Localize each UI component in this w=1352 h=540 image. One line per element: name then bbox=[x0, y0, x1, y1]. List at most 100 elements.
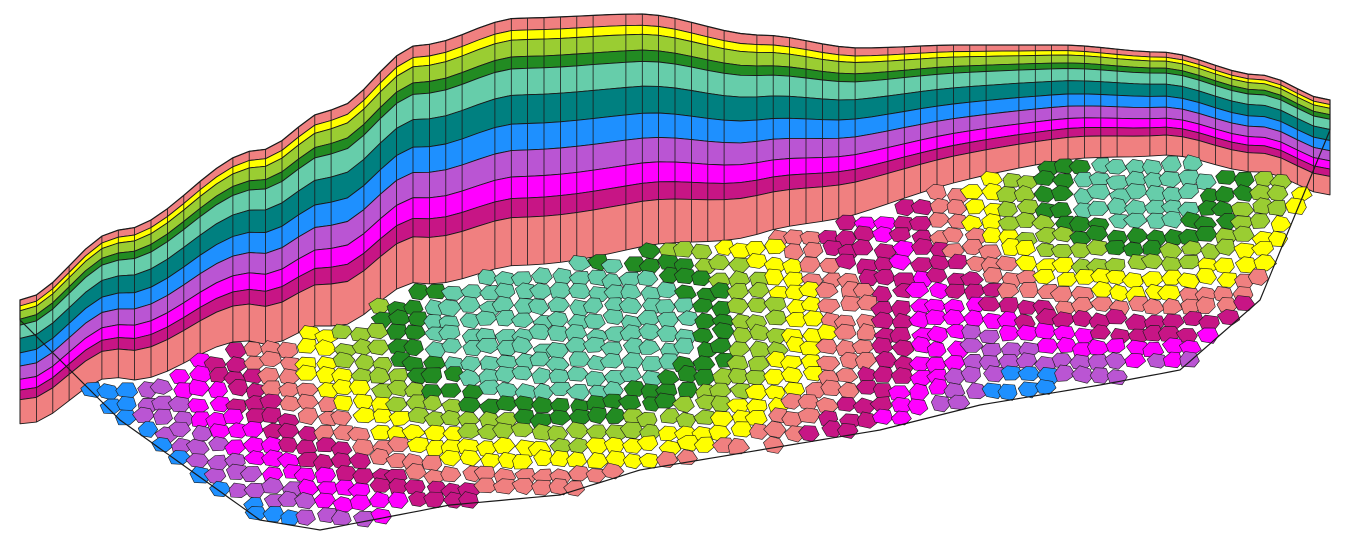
voronoi-cell bbox=[747, 297, 768, 314]
voronoi-cell bbox=[1284, 197, 1307, 215]
voronoi-cell bbox=[422, 394, 443, 412]
voronoi-cell bbox=[659, 408, 682, 424]
voronoi-cell bbox=[209, 423, 231, 440]
voronoi-cell bbox=[693, 369, 715, 386]
voronoi-cell bbox=[473, 477, 498, 494]
voronoi-cell bbox=[1032, 268, 1056, 285]
voronoi-cell bbox=[981, 282, 1004, 298]
voronoi-cell bbox=[944, 283, 966, 299]
voronoi-cell bbox=[313, 492, 337, 509]
voronoi-cell bbox=[930, 394, 951, 413]
voronoi-cell bbox=[947, 253, 968, 270]
voronoi-cell bbox=[354, 353, 376, 371]
voronoi-cell bbox=[404, 463, 428, 480]
voronoi-cell bbox=[512, 454, 533, 470]
voronoi-cell bbox=[1017, 366, 1041, 382]
voronoi-cell bbox=[1015, 211, 1037, 228]
voronoi-cell bbox=[855, 380, 879, 395]
voronoi-cell bbox=[1104, 352, 1127, 370]
voronoi-cell bbox=[730, 421, 754, 438]
voronoi-cell bbox=[839, 351, 862, 370]
voronoi-cell bbox=[494, 365, 517, 384]
voronoi-cell bbox=[191, 424, 213, 442]
voronoi-cell bbox=[1104, 240, 1128, 256]
voronoi-cell bbox=[332, 351, 356, 369]
voronoi-cell bbox=[982, 266, 1003, 284]
voronoi-cell bbox=[714, 239, 735, 256]
voronoi-cell bbox=[1056, 336, 1078, 354]
voronoi-cell bbox=[764, 268, 784, 286]
voronoi-cell bbox=[749, 423, 771, 440]
voronoi-cell bbox=[784, 311, 808, 328]
voronoi-cell bbox=[1214, 185, 1235, 203]
voronoi-cell bbox=[583, 297, 604, 314]
voronoi-cell bbox=[1142, 298, 1165, 315]
voronoi-cell bbox=[566, 366, 589, 382]
voronoi-cell bbox=[1089, 367, 1111, 384]
voronoi-cell bbox=[997, 200, 1018, 218]
voronoi-cell bbox=[995, 255, 1018, 272]
voronoi-cell bbox=[369, 448, 391, 466]
voronoi-cell bbox=[511, 312, 534, 328]
voronoi-cell bbox=[690, 243, 713, 260]
voronoi-cell bbox=[1017, 299, 1038, 315]
voronoi-cell bbox=[333, 394, 353, 412]
voronoi-cell bbox=[568, 351, 592, 367]
voronoi-cell bbox=[909, 382, 930, 402]
voronoi-cell bbox=[115, 382, 138, 399]
voronoi-cell bbox=[834, 253, 857, 270]
voronoi-cell bbox=[1069, 215, 1092, 232]
voronoi-cell bbox=[942, 226, 964, 243]
voronoi-cell bbox=[222, 408, 244, 425]
voronoi-cell bbox=[929, 198, 952, 214]
voronoi-cell bbox=[510, 422, 535, 438]
voronoi-cell bbox=[458, 296, 481, 313]
voronoi-cell bbox=[1071, 309, 1094, 328]
voronoi-cell bbox=[528, 323, 551, 341]
voronoi-cell bbox=[296, 337, 317, 354]
voronoi-cell bbox=[964, 199, 986, 215]
voronoi-cell bbox=[805, 381, 827, 399]
voronoi-cell bbox=[963, 309, 985, 327]
voronoi-cell bbox=[1125, 183, 1148, 200]
voronoi-cell bbox=[262, 422, 284, 439]
voronoi-cell bbox=[1051, 226, 1075, 243]
voronoi-cell bbox=[802, 310, 826, 327]
voronoi-cell bbox=[331, 379, 354, 396]
voronoi-cell bbox=[1195, 226, 1218, 242]
voronoi-cell bbox=[296, 393, 319, 411]
voronoi-cell bbox=[656, 281, 678, 299]
voronoi-cell bbox=[440, 285, 465, 301]
voronoi-cell bbox=[977, 296, 1001, 312]
voronoi-cell bbox=[295, 509, 316, 526]
voronoi-cell bbox=[457, 422, 482, 439]
voronoi-cell bbox=[815, 338, 839, 355]
voronoi-cell bbox=[1253, 254, 1277, 272]
voronoi-cell bbox=[929, 281, 951, 300]
voronoi-cell bbox=[280, 509, 300, 526]
voronoi-cell bbox=[533, 449, 554, 467]
voronoi-cell bbox=[546, 311, 569, 327]
voronoi-cell bbox=[533, 382, 555, 401]
voronoi-cell bbox=[1087, 200, 1109, 216]
voronoi-cell bbox=[620, 283, 642, 301]
voronoi-cell bbox=[763, 420, 787, 439]
voronoi-cell bbox=[1033, 185, 1057, 203]
voronoi-cell bbox=[851, 239, 874, 256]
voronoi-cell bbox=[459, 449, 482, 467]
voronoi-cell bbox=[1108, 213, 1130, 229]
voronoi-cell bbox=[1015, 352, 1037, 369]
voronoi-cell bbox=[1178, 254, 1201, 270]
voronoi-cell bbox=[531, 479, 553, 496]
voronoi-cell bbox=[586, 452, 609, 469]
voronoi-cell bbox=[189, 466, 212, 484]
voronoi-cell bbox=[348, 379, 371, 396]
voronoi-cell bbox=[1126, 227, 1150, 244]
voronoi-cell bbox=[168, 421, 191, 438]
voronoi-cell bbox=[604, 407, 627, 424]
voronoi-cell bbox=[892, 240, 914, 258]
voronoi-cell bbox=[387, 436, 411, 453]
voronoi-cell bbox=[873, 269, 897, 286]
voronoi-cell bbox=[314, 339, 337, 356]
